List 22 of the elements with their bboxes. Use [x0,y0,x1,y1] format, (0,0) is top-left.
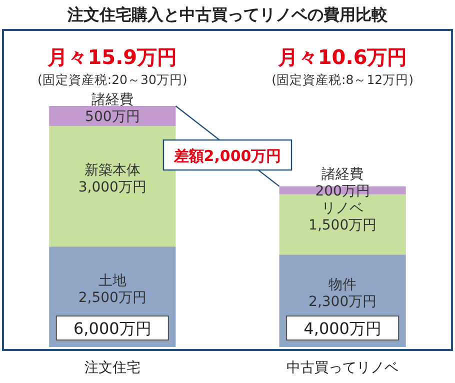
x-tick-label: 中古買ってリノベ [286,360,399,376]
total-label: 4,000万円 [304,319,382,338]
annotation: 諸経費 [322,166,364,182]
annotation: 新築本体 [84,162,140,178]
data-label: 1,500万円 [308,217,377,234]
data-label: 500万円 [85,109,140,126]
text: (固定資産税:8～12万円) [272,72,414,87]
text: (固定資産税:20～30万円) [38,72,188,87]
total-label: 6,000万円 [74,319,152,338]
annotation: 差額2,000万円 [172,147,282,165]
annotation: 諸経費 [91,92,134,108]
annotation: 土地 [98,272,126,289]
data-label: 2,300万円 [308,294,377,310]
annotation: リノベ [322,200,364,216]
x-tick-label: 注文住宅 [84,360,140,376]
text: 月々10.6万円 [276,45,408,69]
data-label: 2,500万円 [78,290,146,306]
data-label: 3,000万円 [78,179,146,196]
text: 月々15.9万円 [46,45,178,69]
chart-title: 注文住宅購入と中古買ってリノベの費用比較 [66,5,388,24]
data-label: 200万円 [315,183,370,200]
annotation: 物件 [328,276,357,293]
